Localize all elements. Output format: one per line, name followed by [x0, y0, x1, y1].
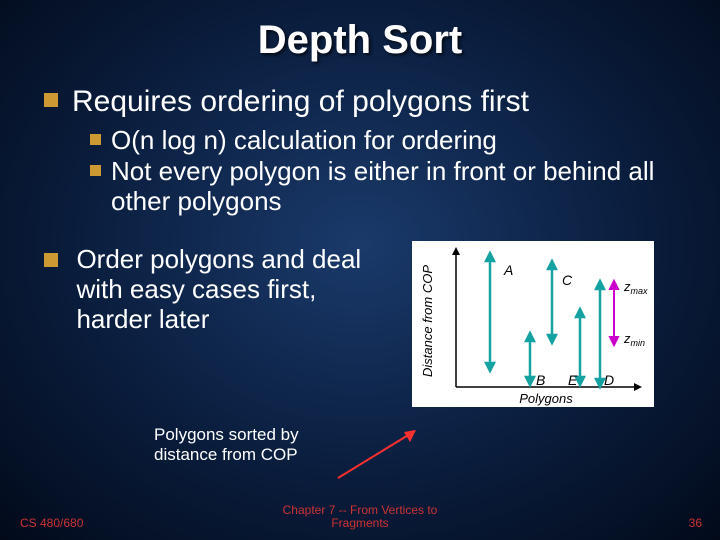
red-arrow-icon	[0, 0, 720, 540]
footer-right: 36	[689, 516, 702, 530]
footer-left: CS 480/680	[20, 516, 83, 530]
footer-mid: Chapter 7 -- From Vertices to Fragments	[0, 504, 720, 530]
footer: CS 480/680 Chapter 7 -- From Vertices to…	[0, 504, 720, 530]
slide: Depth Sort Requires ordering of polygons…	[0, 0, 720, 540]
